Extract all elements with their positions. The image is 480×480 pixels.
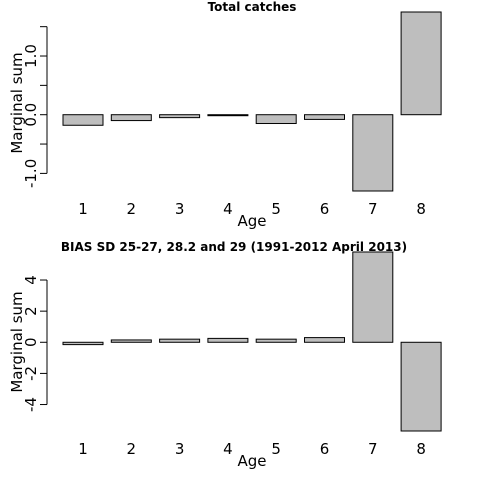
bar-age-2: [110, 114, 152, 122]
x-tick-label: 3: [175, 440, 185, 458]
bar-age-8: [400, 11, 442, 116]
y-tick-label: 0: [22, 338, 40, 348]
chart-title: Total catches: [208, 0, 297, 14]
bar-age-8: [400, 341, 442, 432]
y-tick-label: 0.0: [22, 103, 40, 127]
x-tick-label: 7: [368, 200, 378, 218]
x-tick-label: 2: [127, 200, 137, 218]
x-tick-label: 3: [175, 200, 185, 218]
y-tick-label: 2: [22, 306, 40, 316]
x-tick-label: 6: [320, 440, 330, 458]
x-axis-label: Age: [237, 452, 266, 470]
bar-group: [62, 251, 442, 432]
x-axis-label: Age: [237, 212, 266, 230]
bar-age-5: [255, 338, 297, 343]
chart-panel-total-catches: Total catches -1.0 0.0 1.0 1 2 3 4 5 6 7 8 Age Ma…: [8, 0, 442, 230]
y-axis-label: Marginal sum: [8, 52, 26, 153]
y-tick-label: -1.0: [22, 159, 40, 188]
bar-group: [62, 11, 442, 192]
x-tick-label: 5: [271, 200, 281, 218]
chart-panel-bias: BIAS SD 25-27, 28.2 and 29 (1991-2012 Ap…: [8, 240, 442, 470]
y-axis: -1.0 0.0 1.0: [22, 26, 48, 188]
chart-title: BIAS SD 25-27, 28.2 and 29 (1991-2012 Ap…: [61, 240, 407, 254]
x-tick-label: 1: [78, 440, 88, 458]
y-axis-label: Marginal sum: [8, 291, 26, 392]
x-tick-label: 4: [223, 200, 233, 218]
x-tick-label: 8: [416, 200, 426, 218]
y-tick-label: 1.0: [22, 44, 40, 68]
bar-age-2: [110, 339, 152, 343]
x-tick-label: 5: [271, 440, 281, 458]
x-tick-label: 7: [368, 440, 378, 458]
bar-age-5: [255, 114, 297, 125]
x-tick-label: 4: [223, 440, 233, 458]
x-tick-label: 1: [78, 200, 88, 218]
y-tick-label: -2: [22, 366, 40, 381]
bar-age-7: [352, 114, 394, 192]
bar-age-1: [62, 114, 104, 126]
bar-age-3: [159, 338, 201, 343]
x-tick-labels: 1 2 3 4 5 6 7 8: [78, 440, 426, 458]
bar-age-6: [304, 114, 345, 120]
bar-age-4: [207, 337, 249, 343]
bar-age-7: [352, 251, 394, 343]
bar-age-4: [207, 114, 249, 117]
bar-age-3: [159, 114, 201, 119]
y-tick-label: -4: [22, 397, 40, 412]
x-tick-label: 6: [320, 200, 330, 218]
y-axis: -4 -2 0 2 4: [22, 275, 48, 412]
bar-age-6: [304, 337, 345, 343]
bar-age-1: [62, 341, 104, 346]
x-tick-label: 2: [127, 440, 137, 458]
y-tick-label: 4: [22, 275, 40, 285]
x-tick-label: 8: [416, 440, 426, 458]
x-tick-labels: 1 2 3 4 5 6 7 8: [78, 200, 426, 218]
